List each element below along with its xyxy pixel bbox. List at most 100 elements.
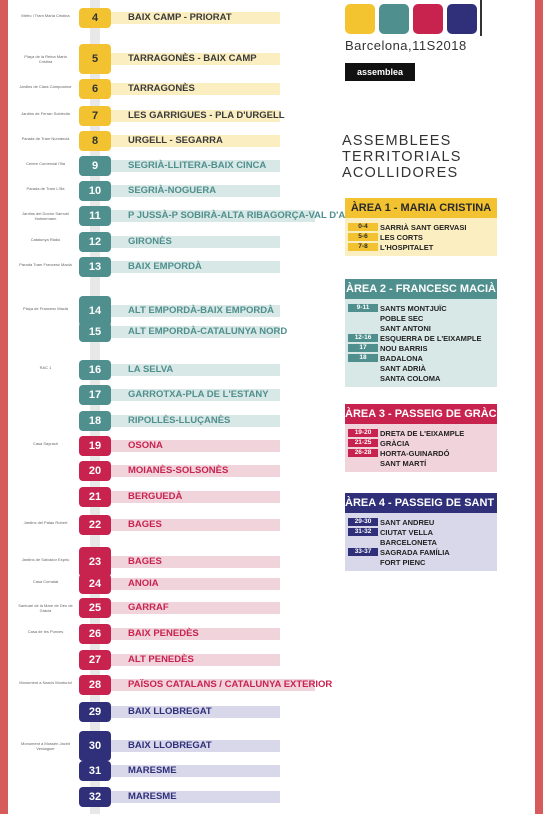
route-row: 5 TARRAGONÈS - BAIX CAMP Plaça de la Reina…: [0, 44, 320, 74]
route-number-badge: 20: [79, 461, 111, 481]
route-number-badge: 32: [79, 787, 111, 807]
route-row: 9 SEGRIÀ-LLITERA-BAIX CINCA Centre Comerci…: [0, 156, 320, 176]
area-row-number: 12-16: [348, 334, 378, 342]
route-name: BAIX PENEDÈS: [128, 628, 199, 639]
route-name: MARESME: [128, 791, 177, 802]
area-row: 18 BADALONA: [345, 354, 495, 363]
area-row-number: 0-4: [348, 223, 378, 231]
area-row: SANTA COLOMA: [345, 374, 495, 383]
route-row: 4 BAIX CAMP - PRIORAT Metro i Tram Maria C…: [0, 8, 320, 28]
route-band: [110, 556, 280, 568]
area-body: 9-11 SANTS MONTJUÏC POBLE SEC SANT ANTONI 12…: [345, 299, 497, 387]
route-location: Monument a Narcís Monturiol: [19, 680, 72, 685]
area-row: 17 NOU BARRIS: [345, 344, 495, 353]
route-row: 26 BAIX PENEDÈS Casa de les Punxes: [0, 624, 320, 644]
area-row-number: 9-11: [348, 304, 378, 312]
route-row: 25 GARRAF Santuari de la Mare de Déu de Gr…: [0, 598, 320, 618]
route-band: [110, 440, 280, 452]
area-row-name: BARCELONETA: [380, 538, 437, 547]
right-frame-border: [535, 0, 543, 814]
route-row: 22 BAGES Jardins del Palau Robert: [0, 515, 320, 535]
route-number-badge: 13: [79, 257, 111, 277]
route-location: Jardins de Ferran Soldevila: [21, 111, 70, 116]
area-row-name: GRÀCIA: [380, 439, 410, 448]
area-title: ÀREA 4 - PASSEIG DE SANT JOAN: [345, 493, 528, 513]
route-name: BAIX LLOBREGAT: [128, 706, 212, 717]
route-name: BAGES: [128, 519, 162, 530]
route-band: [110, 679, 315, 691]
area-row-number: 18: [348, 354, 378, 362]
area-row-name: FORT PIENC: [380, 558, 426, 567]
route-location: Santuari de la Mare de Déu de Gràcia: [18, 603, 73, 613]
assemblea-tag: assemblea: [345, 63, 415, 81]
route-row: 11 P JUSSÀ-P SOBIRÀ-ALTA RIBAGORÇA-VAL D'…: [0, 206, 366, 226]
route-band: [110, 740, 280, 752]
area-row-name: SANT ADRIÀ: [380, 364, 426, 373]
route-name: LA SELVA: [128, 364, 174, 375]
route-number-badge: 27: [79, 650, 111, 670]
route-band: [110, 519, 280, 531]
route-band: [110, 210, 315, 222]
route-row: 12 GIRONÈS Catalunya Ràdio: [0, 232, 320, 252]
route-band: [110, 602, 280, 614]
area-row-name: SANTA COLOMA: [380, 374, 441, 383]
route-number-badge: 4: [79, 8, 111, 28]
route-name: ALT PENEDÈS: [128, 654, 194, 665]
area-row-name: SARRIÀ SANT GERVASI: [380, 223, 467, 232]
area-row: 26-28 HORTA-GUINARDÓ: [345, 449, 495, 458]
area-row-name: SANT ANDREU: [380, 518, 435, 527]
heading-line-2: TERRITORIALS: [342, 149, 462, 165]
logo-square-1: [345, 4, 375, 34]
area-row-number: 29-30: [348, 518, 378, 526]
route-name: BAIX CAMP - PRIORAT: [128, 12, 232, 23]
logo-square-2: [379, 4, 409, 34]
route-number-badge: 15: [79, 322, 111, 342]
route-row: 21 BERGUEDÀ: [0, 487, 320, 507]
route-row: 8 URGELL - SEGARRA Parada de Tram Numància: [0, 131, 320, 151]
route-row: 29 BAIX LLOBREGAT: [0, 702, 320, 722]
route-number-badge: 29: [79, 702, 111, 722]
route-name: BAGES: [128, 556, 162, 567]
area-row-name: SANTS MONTJUÏC: [380, 304, 447, 313]
route-location: Casa de les Punxes: [27, 629, 64, 634]
area-row: 0-4 SARRIÀ SANT GERVASI: [345, 223, 495, 232]
route-row: 13 BAIX EMPORDÀ Parada Tram Francesc Macià: [0, 257, 320, 277]
route-location: Jardins del Palau Robert: [23, 520, 68, 525]
route-band: [110, 326, 280, 338]
event-title: Barcelona,11S2018: [345, 38, 467, 53]
route-number-badge: 10: [79, 181, 111, 201]
area-row-name: POBLE SEC: [380, 314, 424, 323]
route-band: [110, 236, 280, 248]
route-band: [110, 415, 280, 427]
route-band: [110, 654, 280, 666]
route-name: ALT EMPORDÀ-BAIX EMPORDÀ: [128, 305, 275, 316]
route-number-badge: 8: [79, 131, 111, 151]
route-band: [110, 765, 280, 777]
area-body: 19-20 DRETA DE L'EIXAMPLE 21-25 GRÀCIA 26-28…: [345, 424, 497, 472]
area-row-number: 17: [348, 344, 378, 352]
area-row: SANT ANTONI: [345, 324, 495, 333]
route-number-badge: 17: [79, 385, 111, 405]
area-row-name: SANT ANTONI: [380, 324, 431, 333]
route-number-badge: 25: [79, 598, 111, 618]
route-row: 14 ALT EMPORDÀ-BAIX EMPORDÀ Plaça de Franc…: [0, 296, 320, 326]
area-row-name: BADALONA: [380, 354, 423, 363]
route-number-badge: 26: [79, 624, 111, 644]
route-number-badge: 11: [79, 206, 111, 226]
section-heading: ASSEMBLEES TERRITORIALS ACOLLIDORES: [342, 133, 462, 181]
area-row-number: 7-8: [348, 243, 378, 251]
route-band: [110, 12, 280, 24]
area-row: BARCELONETA: [345, 538, 495, 547]
route-row: 7 LES GARRIGUES - PLA D'URGELL Jardins de …: [0, 106, 320, 126]
route-band: [110, 53, 280, 65]
route-location: Plaça de Francesc Macià: [23, 306, 68, 311]
route-number-badge: 21: [79, 487, 111, 507]
route-name: MOIANÈS-SOLSONÈS: [128, 465, 229, 476]
route-row: 24 ANOIA Casa Comalat: [0, 574, 320, 594]
route-row: 10 SEGRIÀ-NOGUERA Parada de Tram L'Illa: [0, 181, 320, 201]
route-location: Casa Sayrach: [32, 441, 59, 446]
area-body: 29-30 SANT ANDREU 31-32 CIUTAT VELLA BARCELO…: [345, 513, 497, 571]
route-band: [110, 465, 280, 477]
area-box: ÀREA 1 - MARIA CRISTINA 0-4 SARRIÀ SANT GE…: [345, 198, 497, 256]
area-title: ÀREA 3 - PASSEIG DE GRÀCIA: [345, 404, 508, 424]
